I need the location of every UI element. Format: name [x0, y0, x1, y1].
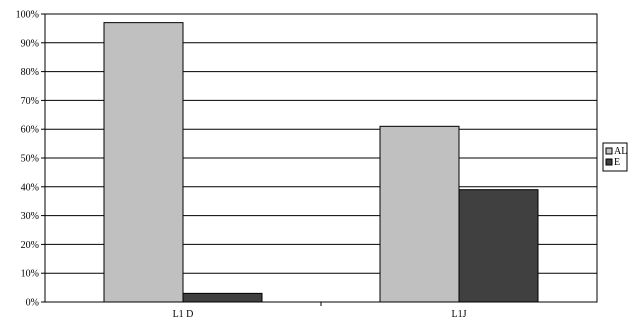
y-tick-label: 10% — [21, 269, 39, 280]
y-tick-label: 50% — [21, 154, 39, 165]
y-tick-label: 80% — [21, 67, 39, 78]
y-tick-label: 40% — [21, 182, 39, 193]
x-tick-label: L1J — [452, 309, 467, 320]
y-tick-label: 30% — [21, 211, 39, 222]
legend-swatch-e — [605, 158, 613, 166]
x-tick-labels: L1 D L1J — [173, 309, 467, 320]
y-tick-label: 90% — [21, 38, 39, 49]
y-tick-label: 60% — [21, 125, 39, 136]
y-tick-label: 20% — [21, 240, 39, 251]
legend: ALE — [602, 142, 628, 172]
y-tick-label: 0% — [26, 298, 39, 309]
bar-al-0 — [103, 22, 184, 303]
bar-e-0 — [182, 292, 263, 303]
legend-label-al: AL — [614, 146, 627, 157]
legend-swatch-al — [605, 147, 613, 155]
y-tick-labels: 0% 10% 20% 30% 40% 50% 60% 70% 80% 90% 100% — [16, 10, 39, 309]
y-tick-label: 70% — [21, 96, 39, 107]
bar-al-1 — [379, 125, 460, 303]
bar-e-1 — [458, 189, 539, 303]
bars — [103, 22, 539, 303]
axes — [41, 13, 598, 306]
legend-label-e: E — [614, 157, 620, 168]
x-tick-label: L1 D — [173, 309, 194, 320]
y-tick-label: 100% — [16, 10, 39, 21]
